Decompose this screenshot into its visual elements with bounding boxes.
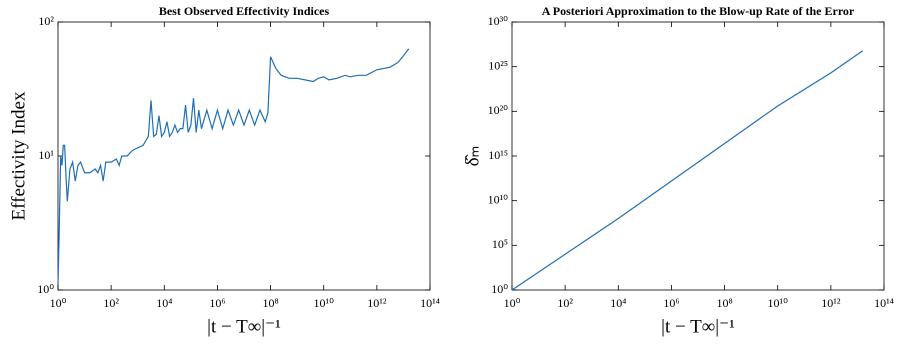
x-tick-label: 10¹⁴ bbox=[420, 296, 440, 310]
x-tick-label: 10² bbox=[103, 296, 119, 310]
plot-frame bbox=[57, 21, 431, 291]
chart-title: A Posteriori Approximation to the Blow-u… bbox=[542, 4, 855, 18]
y-tick-label: 10⁰ bbox=[37, 282, 54, 296]
data-line bbox=[511, 50, 864, 291]
x-tick-label: 10⁸ bbox=[716, 296, 732, 310]
y-tick-label: 10² bbox=[38, 14, 54, 28]
y-tick-label: 10⁰ bbox=[491, 282, 508, 296]
y-tick-label: 10³⁰ bbox=[488, 14, 509, 28]
x-tick-label: 10⁸ bbox=[262, 296, 278, 310]
chart-title: Best Observed Effectivity Indices bbox=[159, 4, 330, 18]
y-tick-label: 10²⁰ bbox=[488, 103, 509, 117]
plot-frame bbox=[511, 21, 885, 291]
x-tick-label: 10⁰ bbox=[504, 296, 521, 310]
x-tick-label: 10¹⁰ bbox=[768, 296, 789, 310]
x-tick-label: 10⁴ bbox=[610, 296, 626, 310]
x-tick-label: 10¹⁴ bbox=[874, 296, 894, 310]
data-line bbox=[57, 48, 410, 285]
y-tick-label: 10¹ bbox=[38, 148, 54, 162]
x-tick-label: 10⁶ bbox=[663, 296, 679, 310]
x-tick-label: 10² bbox=[557, 296, 573, 310]
x-axis-label: |t − T∞|⁻¹ bbox=[207, 316, 281, 337]
x-tick-label: 10⁰ bbox=[50, 296, 67, 310]
y-tick-label: 10¹⁰ bbox=[488, 192, 509, 206]
x-tick-label: 10¹⁰ bbox=[314, 296, 335, 310]
y-tick-label: 10⁵ bbox=[492, 237, 508, 251]
x-axis-label: |t − T∞|⁻¹ bbox=[661, 316, 735, 337]
y-axis-label: δ̂ₘ bbox=[462, 146, 483, 167]
y-tick-label: 10²⁵ bbox=[488, 58, 508, 72]
y-axis-label: Effectivity Index bbox=[8, 91, 29, 220]
x-tick-label: 10¹² bbox=[821, 296, 841, 310]
y-tick-label: 10¹⁵ bbox=[488, 148, 508, 162]
x-tick-label: 10⁴ bbox=[156, 296, 172, 310]
x-tick-label: 10¹² bbox=[367, 296, 387, 310]
x-tick-label: 10⁶ bbox=[209, 296, 225, 310]
